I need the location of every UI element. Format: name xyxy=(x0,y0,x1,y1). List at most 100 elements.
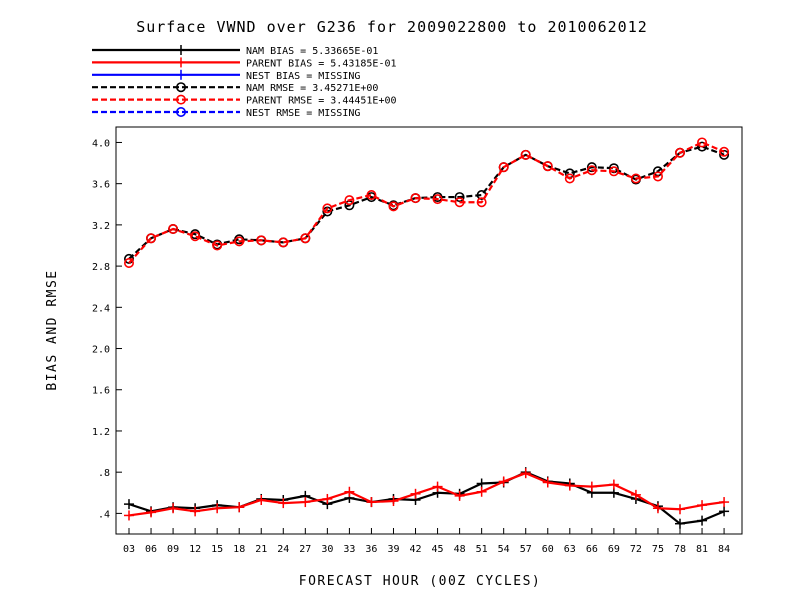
x-tick-label: 48 xyxy=(454,544,466,555)
x-tick-label: 57 xyxy=(520,544,532,555)
legend-label: PARENT BIAS = 5.43185E-01 xyxy=(246,58,397,69)
legend-item-4: PARENT RMSE = 3.44451E+00 xyxy=(92,94,397,107)
y-tick-label: .4 xyxy=(98,509,110,520)
parent-rmse-point xyxy=(256,235,267,246)
x-tick-label: 54 xyxy=(498,544,510,555)
legend-item-1: PARENT BIAS = 5.43185E-01 xyxy=(92,57,397,69)
legend-label: NAM BIAS = 5.33665E-01 xyxy=(246,46,378,57)
x-tick-label: 06 xyxy=(145,544,157,555)
legend-label: NEST RMSE = MISSING xyxy=(246,108,360,119)
parent-rmse-series xyxy=(124,137,730,269)
x-tick-label: 18 xyxy=(233,544,245,555)
x-tick-label: 75 xyxy=(652,544,664,555)
parent-bias-point xyxy=(168,503,179,514)
nam-bias-point xyxy=(697,515,708,526)
parent-bias-point xyxy=(454,490,465,501)
parent-rmse-point xyxy=(124,258,135,269)
y-tick-label: 3.2 xyxy=(92,221,110,232)
parent-bias-point xyxy=(366,497,377,508)
x-tick-label: 60 xyxy=(542,544,554,555)
parent-rmse-point xyxy=(586,165,597,176)
x-tick-label: 63 xyxy=(564,544,576,555)
legend-item-2: NEST BIAS = MISSING xyxy=(92,69,360,82)
parent-bias-point xyxy=(124,510,134,521)
y-tick-label: 2.8 xyxy=(92,262,110,273)
x-tick-label: 03 xyxy=(123,544,135,555)
parent-rmse-point xyxy=(476,197,487,208)
parent-bias-point xyxy=(344,486,355,497)
x-tick-label: 42 xyxy=(409,544,421,555)
x-tick-label: 09 xyxy=(167,544,179,555)
y-tick-label: 4.0 xyxy=(92,138,110,149)
x-tick-label: 24 xyxy=(277,544,289,555)
x-tick-label: 66 xyxy=(586,544,598,555)
parent-bias-point xyxy=(652,503,663,514)
legend-marker xyxy=(176,82,187,93)
parent-bias-point xyxy=(719,497,730,508)
parent-bias-point xyxy=(300,497,311,508)
parent-bias-point xyxy=(542,477,553,488)
y-axis-label: BIAS AND RMSE xyxy=(45,269,60,390)
x-tick-label: 33 xyxy=(343,544,355,555)
parent-bias-point xyxy=(322,493,333,504)
x-tick-label: 69 xyxy=(608,544,620,555)
legend-label: NAM RMSE = 3.45271E+00 xyxy=(246,83,378,94)
parent-rmse-point xyxy=(719,146,730,157)
chart-title: Surface VWND over G236 for 2009022800 to… xyxy=(136,18,648,36)
parent-rmse-point xyxy=(498,162,509,173)
parent-bias-point xyxy=(586,481,597,492)
parent-rmse-point xyxy=(454,197,465,208)
parent-bias-point xyxy=(234,502,245,513)
parent-bias-point xyxy=(190,506,201,517)
parent-rmse-point xyxy=(322,203,333,214)
nam-bias-point xyxy=(124,499,134,510)
nam-bias-point xyxy=(675,518,685,529)
legend-marker xyxy=(176,57,186,68)
x-tick-label: 12 xyxy=(189,544,201,555)
x-tick-label: 21 xyxy=(255,544,267,555)
legend-marker xyxy=(176,69,186,80)
parent-bias-point xyxy=(564,480,575,491)
parent-bias-point xyxy=(432,481,443,492)
x-tick-label: 30 xyxy=(321,544,333,555)
x-tick-label: 36 xyxy=(365,544,377,555)
y-tick-label: 2.4 xyxy=(92,303,110,314)
y-tick-label: 1.2 xyxy=(92,427,110,438)
x-tick-label: 84 xyxy=(718,544,730,555)
parent-bias-series xyxy=(124,468,730,521)
nam-bias-series xyxy=(124,467,730,529)
legend-label: PARENT RMSE = 3.44451E+00 xyxy=(246,96,397,107)
parent-rmse-point xyxy=(146,233,157,244)
y-axis: .4 .8 1.2 1.6 2.0 2.4 2.8 3.2 3.6 4.0 xyxy=(92,138,122,520)
legend-marker xyxy=(176,45,186,55)
parent-bias-point xyxy=(278,498,289,509)
x-tick-label: 78 xyxy=(674,544,686,555)
parent-bias-point xyxy=(212,503,223,514)
y-tick-label: 3.6 xyxy=(92,180,110,191)
parent-bias-point xyxy=(697,500,708,511)
parent-bias-point xyxy=(388,496,399,507)
parent-bias-point xyxy=(410,488,421,499)
nam-bias-line xyxy=(128,471,725,525)
parent-rmse-point xyxy=(168,224,179,235)
legend-marker xyxy=(176,107,187,118)
parent-rmse-line xyxy=(128,141,725,264)
legend-item-5: NEST RMSE = MISSING xyxy=(92,107,360,119)
parent-bias-point xyxy=(498,476,509,487)
legend-item-0: NAM BIAS = 5.33665E-01 xyxy=(92,45,378,57)
parent-rmse-point xyxy=(542,161,553,172)
parent-rmse-point xyxy=(432,194,443,205)
parent-rmse-point xyxy=(366,190,377,201)
parent-rmse-point xyxy=(630,173,641,184)
parent-rmse-point xyxy=(674,147,685,158)
x-tick-label: 72 xyxy=(630,544,642,555)
y-tick-label: .8 xyxy=(98,468,110,479)
x-axis-label: FORECAST HOUR (00Z CYCLES) xyxy=(299,574,542,589)
parent-rmse-point xyxy=(190,231,201,242)
x-tick-label: 45 xyxy=(432,544,444,555)
parent-rmse-point xyxy=(212,240,223,251)
parent-bias-point xyxy=(520,468,531,479)
x-axis: 03 06 09 12 15 18 21 24 27 30 33 36 39 42 45 48 51 54 57 60… xyxy=(123,528,730,555)
